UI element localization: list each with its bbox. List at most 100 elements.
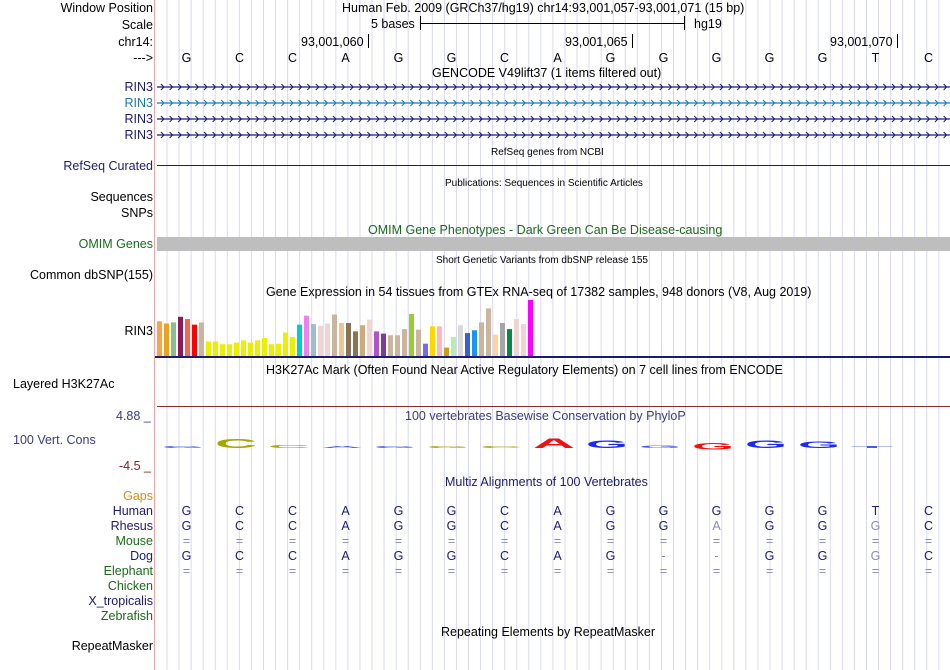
dbsnp-label[interactable]: Common dbSNP(155) (30, 268, 153, 282)
strand-label[interactable]: ---> (133, 51, 153, 65)
repeatmasker-label[interactable]: RepeatMasker (71, 639, 153, 653)
strand-arrow (865, 115, 870, 123)
strand-arrow (779, 131, 784, 139)
gencode-item-label[interactable]: RIN3 (124, 128, 153, 142)
multiz-species-label[interactable]: Rhesus (110, 519, 153, 533)
strand-arrow (401, 131, 406, 139)
strand-arrow (857, 99, 862, 107)
publications-label-snps[interactable]: SNPs (121, 206, 153, 220)
multiz-species-label[interactable]: Elephant (103, 564, 153, 578)
strand-arrow (822, 115, 827, 123)
strand-arrow (745, 99, 750, 107)
strand-arrow (805, 115, 810, 123)
strand-arrow (607, 115, 612, 123)
strand-arrow (324, 83, 329, 91)
strand-arrow (160, 115, 165, 123)
strand-arrow (564, 83, 569, 91)
strand-arrow (917, 99, 922, 107)
strand-arrow (762, 115, 767, 123)
strand-arrow (676, 83, 681, 91)
strand-arrow (771, 131, 776, 139)
strand-arrow (255, 131, 260, 139)
strand-arrow (891, 131, 896, 139)
phylop-base-glyph: C (215, 437, 257, 451)
strand-arrow (590, 99, 595, 107)
phylop-label[interactable]: 100 Vert. Cons (13, 433, 96, 447)
strand-arrow (410, 99, 415, 107)
strand-arrow (805, 83, 810, 91)
strand-arrow (169, 83, 174, 91)
strand-arrow (865, 131, 870, 139)
strand-arrow (908, 131, 913, 139)
strand-arrow (186, 99, 191, 107)
strand-arrow (573, 83, 578, 91)
strand-arrow (797, 131, 802, 139)
gtex-expression-chart[interactable] (155, 298, 950, 360)
omim-gene-bar[interactable] (157, 237, 950, 251)
multiz-gaps-label[interactable]: Gaps (123, 489, 153, 503)
strand-arrow (607, 83, 612, 91)
refseq-label[interactable]: RefSeq Curated (63, 159, 153, 173)
window-position-value[interactable]: Human Feb. 2009 (GRCh37/hg19) chr14:93,0… (342, 1, 745, 15)
strand-arrow (917, 83, 922, 91)
strand-arrow (556, 115, 561, 123)
phylop-max-label: 4.88 _ (116, 409, 151, 423)
publications-label-sequences[interactable]: Sequences (90, 190, 153, 204)
strand-arrow (917, 115, 922, 123)
multiz-aligned-base: C (287, 549, 298, 563)
phylop-base-glyph: A (321, 445, 363, 448)
gencode-item-label[interactable]: RIN3 (124, 80, 153, 94)
strand-arrow (298, 115, 303, 123)
strand-arrow (582, 131, 587, 139)
strand-arrow (324, 99, 329, 107)
strand-arrow (513, 115, 518, 123)
strand-arrow (814, 131, 819, 139)
multiz-species-label[interactable]: Human (112, 504, 153, 518)
scale-bar (420, 23, 684, 24)
gencode-gene-features[interactable] (157, 80, 950, 144)
gtex-label[interactable]: RIN3 (124, 324, 153, 338)
strand-arrow (315, 131, 320, 139)
strand-arrow (788, 115, 793, 123)
reference-base: C (234, 51, 245, 65)
strand-arrow (607, 99, 612, 107)
strand-arrow (840, 115, 845, 123)
strand-arrow (435, 99, 440, 107)
multiz-aligned-base: C (234, 519, 245, 533)
strand-arrow (496, 115, 501, 123)
multiz-species-label[interactable]: Dog (130, 549, 153, 563)
reference-base: C (499, 51, 510, 65)
strand-arrow (298, 99, 303, 107)
strand-arrow (427, 131, 432, 139)
strand-arrow (676, 115, 681, 123)
h3k27ac-label[interactable]: Layered H3K27Ac (13, 377, 115, 391)
coord-tick-label: 93,001,065 (565, 35, 628, 49)
multiz-aligned-base: = (447, 534, 456, 548)
gtex-tissue-bar (402, 329, 407, 356)
gencode-item-label[interactable]: RIN3 (124, 96, 153, 110)
gencode-item-label[interactable]: RIN3 (124, 112, 153, 126)
strand-arrow (504, 83, 509, 91)
multiz-species-label[interactable]: Chicken (107, 579, 153, 593)
multiz-species-label[interactable]: X_tropicalis (88, 594, 153, 608)
multiz-species-label[interactable]: Zebrafish (100, 609, 153, 623)
strand-arrow (289, 83, 294, 91)
multiz-aligned-base: = (765, 564, 774, 578)
strand-arrow (831, 115, 836, 123)
strand-arrow (616, 83, 621, 91)
refseq-gene-line[interactable] (157, 165, 950, 166)
omim-label[interactable]: OMIM Genes (78, 237, 153, 251)
multiz-species-label[interactable]: Mouse (115, 534, 153, 548)
strand-arrow (453, 131, 458, 139)
strand-arrow (461, 83, 466, 91)
strand-arrow (358, 131, 363, 139)
strand-arrow (444, 83, 449, 91)
reference-base: G (658, 51, 669, 65)
strand-arrow (857, 83, 862, 91)
strand-arrow (470, 99, 475, 107)
gtex-tissue-bar (360, 325, 365, 356)
strand-arrow (177, 131, 182, 139)
strand-arrow (642, 131, 647, 139)
multiz-aligned-base: G (605, 519, 616, 533)
